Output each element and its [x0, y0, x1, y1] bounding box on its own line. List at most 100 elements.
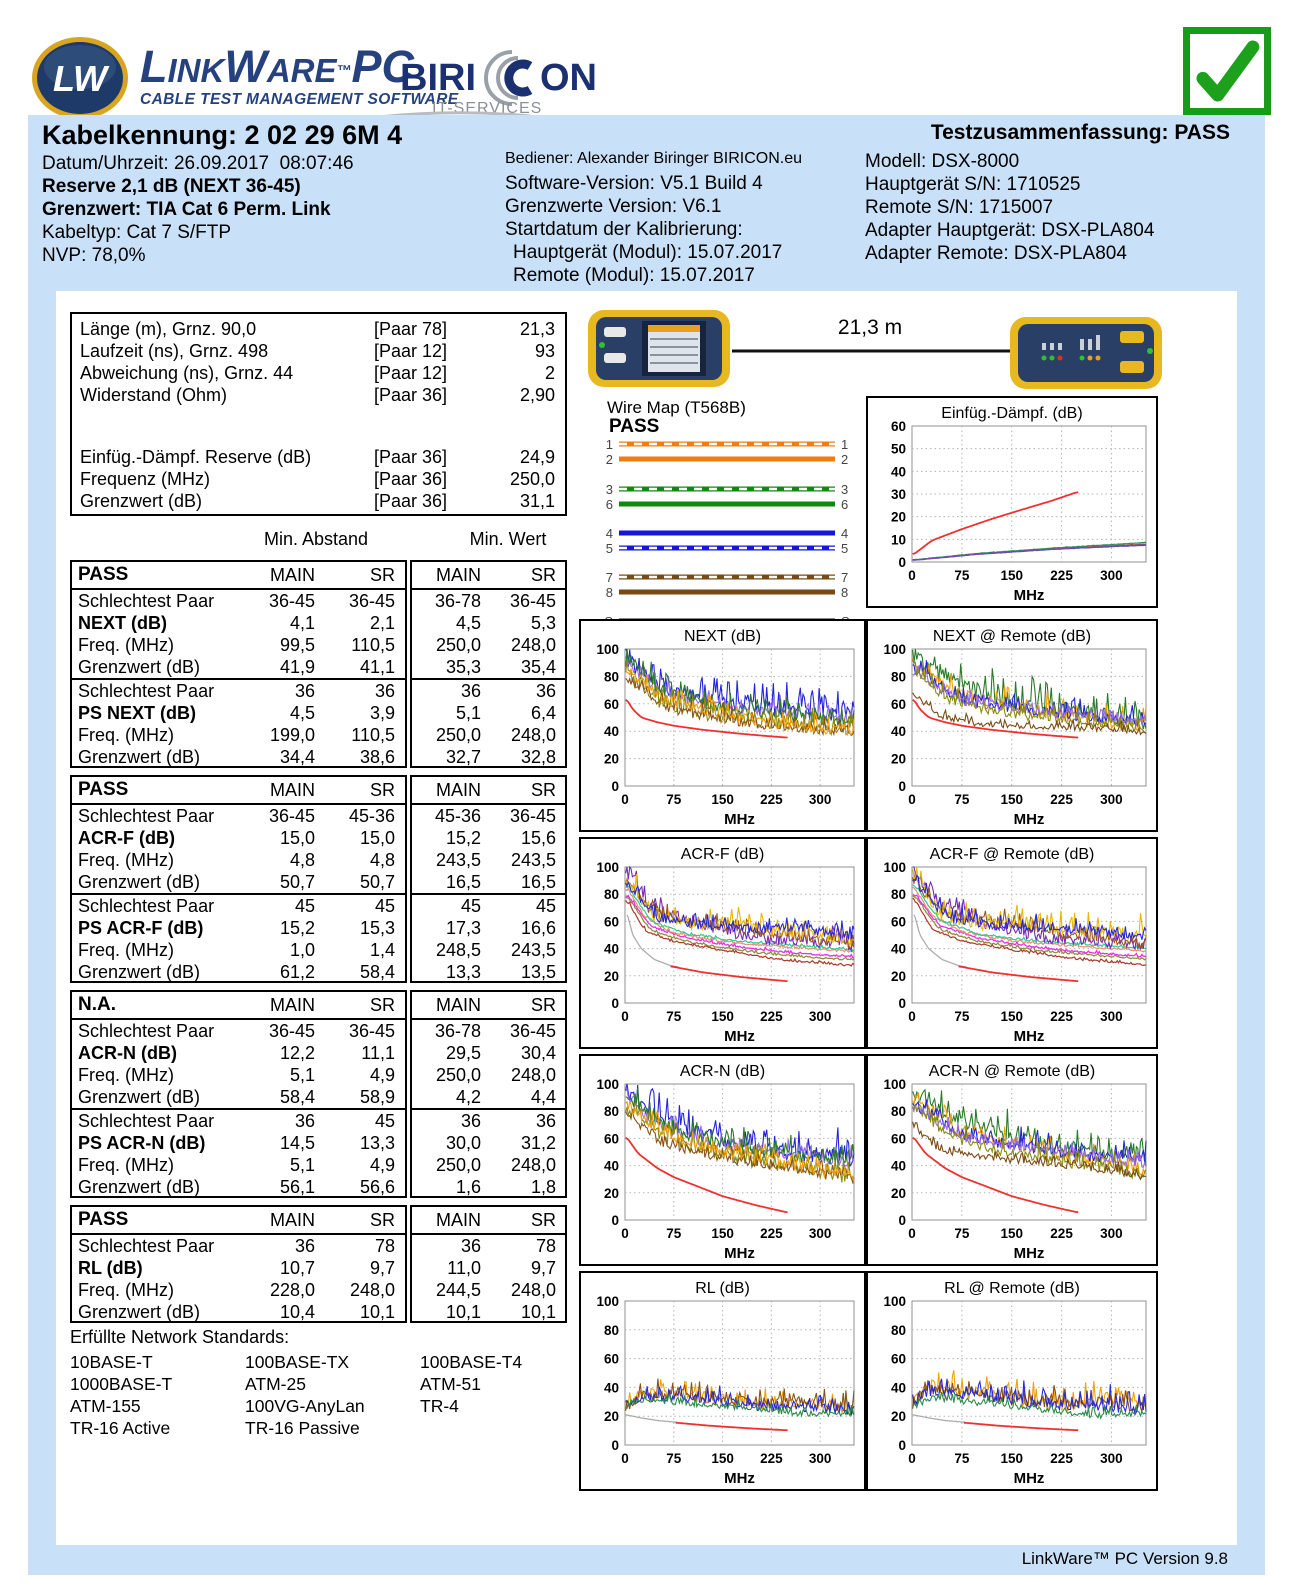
value-cell: 15,0 [359, 828, 395, 848]
series-trace-blue [625, 1384, 855, 1416]
value-cell: 14,5 [279, 1133, 315, 1153]
value-cell: 16,5 [520, 872, 556, 892]
table-row: 30,0 31,2 [412, 1132, 565, 1154]
x-tick-label: 0 [908, 1226, 916, 1241]
x-tick-label: 225 [760, 1009, 783, 1024]
pin-label-right: 2 [841, 452, 848, 467]
table-row: Freq. (MHz) 4,8 4,8 [72, 849, 405, 871]
table-row: Grenzwert (dB) 34,4 38,6 [72, 746, 405, 768]
x-tick-label: 75 [666, 1009, 682, 1024]
x-tick-label: 150 [1000, 568, 1023, 583]
value-cell: 34,4 [279, 747, 315, 767]
y-tick-label: 100 [596, 1294, 619, 1309]
table-header-row: PASS MAIN SR [72, 562, 405, 590]
table-row: 29,5 30,4 [412, 1042, 565, 1064]
chart-acrf: ACR-F (dB) 0 20 40 60 80 100 0 75 150 225 300 MHz [579, 837, 866, 1049]
linkware-subtitle: CABLE TEST MANAGEMENT SOFTWARE [140, 91, 459, 108]
chart-acrn_rem: ACR-N @ Remote (dB) 0 20 40 60 80 100 0 75 150 225… [866, 1054, 1158, 1266]
value-cell: Freq. (MHz) [78, 1280, 174, 1300]
value-cell: PASS [78, 564, 129, 585]
value-cell: 36 [460, 681, 481, 701]
value-cell: 12,2 [279, 1043, 315, 1063]
x-axis-label: MHz [724, 1245, 755, 1262]
table-row: ACR-F (dB) 15,0 15,0 [72, 827, 405, 849]
table-row: Grenzwert (dB) 50,7 50,7 [72, 871, 405, 893]
y-tick-label: 40 [604, 942, 619, 957]
value-cell: 15,6 [520, 828, 556, 848]
footer-version: LinkWare™ PC Version 9.8 [1021, 1549, 1228, 1568]
table-row: 16,5 16,5 [412, 871, 565, 893]
table-row: PS ACR-N (dB) 14,5 13,3 [72, 1132, 405, 1154]
value-cell: 45 [374, 896, 395, 916]
value-cell: 41,1 [359, 657, 395, 677]
table-row: 244,5 248,0 [412, 1279, 565, 1301]
value-cell: PASS [78, 779, 129, 800]
x-tick-label: 225 [1050, 1226, 1073, 1241]
table-header-row: PASS MAIN SR [72, 1207, 405, 1235]
value-cell: MAIN [436, 995, 481, 1015]
pass-check-icon [1183, 27, 1271, 115]
value-cell: NEXT (dB) [78, 613, 167, 633]
reserve-line: Reserve 2,1 dB (NEXT 36-45) [42, 176, 301, 197]
table-header-row: N.A. MAIN SR [72, 992, 405, 1020]
series-trace-violet [912, 665, 1147, 726]
value-cell: Grenzwert (dB) [78, 747, 201, 767]
standard-item: 100BASE-TX [245, 1352, 350, 1372]
value-cell: MAIN [270, 780, 315, 800]
value-cell: 36-45 [268, 1021, 315, 1041]
table-header-row: MAIN SR [412, 777, 565, 805]
value-cell: SR [369, 995, 395, 1015]
series-trace-salmon [625, 887, 855, 954]
table-row: RL (dB) 10,7 9,7 [72, 1257, 405, 1279]
value-cell: Schlechtest Paar [78, 591, 215, 611]
x-tick-label: 75 [954, 1009, 970, 1024]
measurement-table-right: MAIN SR 36 78 11,0 9,7 244,5 248,0 10,1 10,1 [410, 1205, 567, 1323]
value-cell: 4,1 [289, 613, 315, 633]
value-cell: MAIN [270, 565, 315, 585]
x-tick-label: 300 [1100, 1451, 1123, 1466]
y-tick-label: 40 [891, 464, 906, 479]
x-axis-label: MHz [1014, 811, 1045, 828]
table-row: 250,0 248,0 [412, 1154, 565, 1176]
value-cell: Grenzwert (dB) [78, 962, 201, 982]
linkware-title: LINKWARE™PC [140, 41, 415, 92]
value-cell: 45-36 [434, 806, 481, 826]
pin-label-right: 4 [841, 526, 848, 541]
value-cell: MAIN [270, 995, 315, 1015]
y-tick-label: 40 [604, 1380, 619, 1395]
value-cell: 38,6 [359, 747, 395, 767]
chart-svg: RL @ Remote (dB) 0 20 40 60 80 100 0 75 150 225 300… [883, 1280, 1147, 1487]
link-length-label: 21,3 m [837, 316, 903, 339]
pin-label-right: 5 [841, 541, 848, 556]
series-trace-green [625, 1393, 855, 1418]
x-tick-label: 150 [1000, 1009, 1023, 1024]
table-row: 35,3 35,4 [412, 656, 565, 678]
y-tick-label: 0 [611, 1438, 619, 1453]
value-cell: 4,4 [530, 1087, 556, 1107]
measurement-table-left: PASS MAIN SR Schlechtest Paar 36-45 45-36 ACR-… [70, 775, 407, 983]
value-cell: PS ACR-F (dB) [78, 918, 204, 938]
y-tick-label: 100 [596, 860, 619, 875]
table-row: 248,5 243,5 [412, 939, 565, 961]
table-row: Freq. (MHz) 1,0 1,4 [72, 939, 405, 961]
y-tick-label: 20 [891, 1409, 906, 1424]
pin-label-left: 5 [606, 541, 613, 556]
value-cell: MAIN [436, 565, 481, 585]
value-cell: Schlechtest Paar [78, 806, 215, 826]
x-tick-label: 300 [1100, 1226, 1123, 1241]
value-cell: 2,1 [369, 613, 395, 633]
standard-item: ATM-155 [70, 1396, 141, 1416]
table-row: NEXT (dB) 4,1 2,1 [72, 612, 405, 634]
x-tick-label: 150 [1000, 1226, 1023, 1241]
table-row: Grenzwert (dB) 41,9 41,1 [72, 656, 405, 678]
standard-item: ATM-25 [245, 1374, 306, 1394]
table-row: Abweichung (ns), Grnz. 44 [Paar 12] 2 [80, 363, 555, 383]
x-tick-label: 150 [711, 1009, 734, 1024]
series-limit [912, 698, 1079, 739]
chart-title: ACR-F (dB) [681, 846, 765, 863]
y-tick-label: 40 [891, 724, 906, 739]
x-tick-label: 0 [621, 1009, 629, 1024]
value-cell: ACR-N (dB) [78, 1043, 177, 1063]
value-cell: 3,9 [369, 703, 395, 723]
calibration-line: Startdatum der Kalibrierung: [505, 219, 743, 240]
